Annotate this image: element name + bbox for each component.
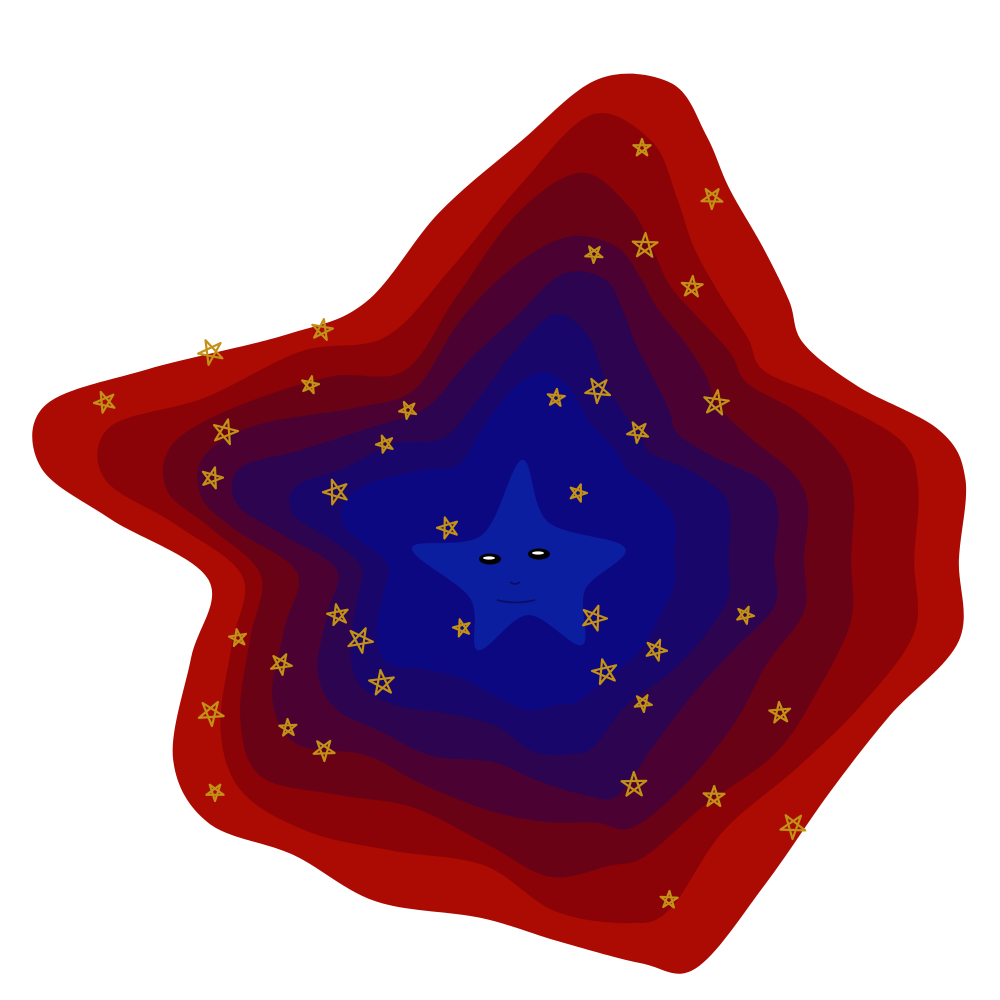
center-star [411, 459, 626, 651]
scribbled-star-icon [435, 516, 459, 540]
star-face [479, 548, 550, 604]
scribbled-star-icon [398, 400, 418, 420]
scribbled-star-icon [703, 389, 730, 416]
scribbled-star-icon [205, 783, 225, 803]
left-eye-highlight [483, 556, 495, 560]
center-star-body [411, 459, 626, 651]
scribbled-star-icon [212, 418, 240, 446]
right-eye-highlight [532, 551, 544, 555]
scribbled-star-icon [197, 339, 224, 366]
scribbled-star-icon [312, 739, 336, 763]
scribbled-star-icon [659, 889, 679, 909]
scribbled-star-icon [201, 466, 225, 490]
scribbled-star-icon [451, 618, 471, 638]
scribbled-star-icon [680, 274, 704, 298]
scribbled-star-icon [584, 245, 604, 265]
scribbled-star-icon [626, 421, 650, 444]
scribbled-star-icon [270, 653, 293, 676]
scribbled-star-icon [326, 603, 349, 627]
scribbled-star-icon [590, 658, 618, 686]
scribbled-star-icon [278, 717, 298, 737]
scribbled-star-icon [736, 605, 756, 625]
scribbled-star-icon [546, 387, 566, 407]
scribbled-star-icon [368, 669, 395, 696]
scribbled-star-icon [768, 700, 792, 724]
scribbled-star-icon [631, 231, 659, 258]
scribbled-star-icon [92, 390, 116, 414]
scribbled-star-icon [197, 700, 225, 728]
scribbled-star-icon [620, 770, 648, 797]
scribbled-star-icon [569, 483, 589, 503]
scribbled-star-icon [301, 375, 321, 395]
scribbled-star-icon [632, 137, 652, 157]
scribbled-star-icon [584, 377, 612, 405]
scribbled-star-icon [700, 187, 724, 211]
nose [509, 581, 521, 585]
sparkle-stars [92, 137, 807, 909]
scribbled-star-icon [311, 318, 334, 341]
scribbled-star-icon [645, 638, 669, 662]
scribbled-star-icon [374, 434, 394, 454]
scribbled-star-icon [228, 628, 248, 648]
scribbled-star-icon [702, 784, 726, 808]
scribbled-star-icon [633, 694, 653, 714]
scribbled-star-icon [779, 814, 807, 841]
scribbled-star-icon [321, 478, 348, 506]
scribbled-star-icon [347, 627, 374, 654]
mouth [496, 599, 536, 604]
scribbled-star-icon [582, 604, 609, 632]
